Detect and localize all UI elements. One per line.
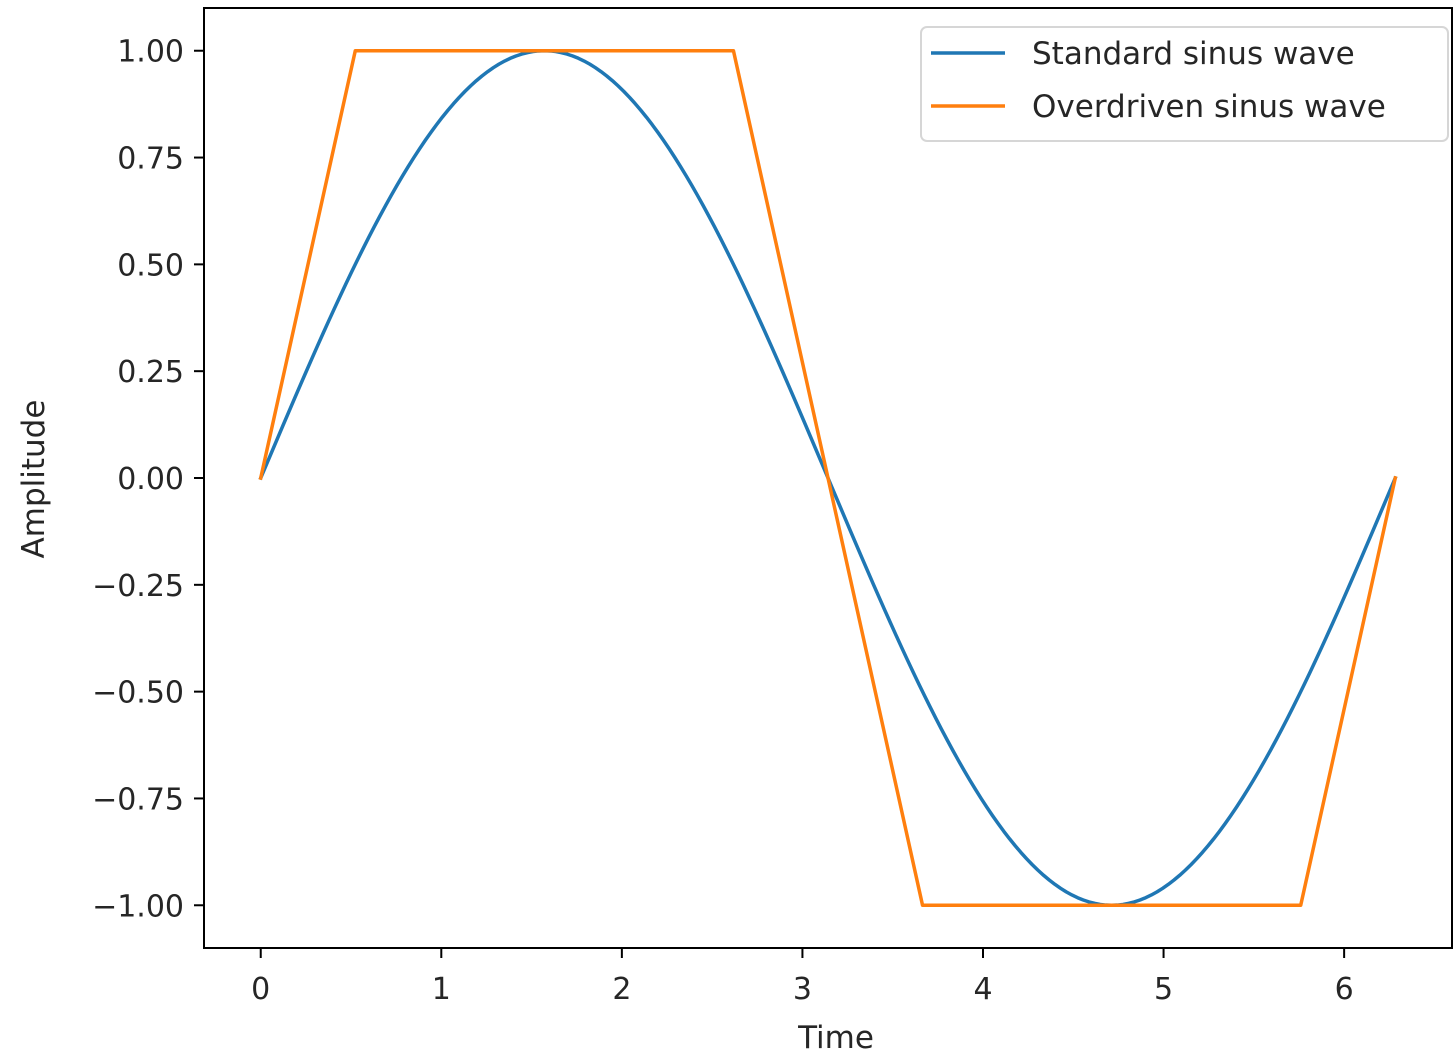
y-tick-label: −0.25 (92, 569, 184, 604)
x-tick-label: 5 (1154, 972, 1173, 1007)
y-axis: 1.00 0.75 0.50 0.25 0.00 −0.25 −0.50 −0.75 −1.00 (92, 35, 204, 924)
legend-label-2: Overdriven sinus wave (1032, 89, 1386, 125)
x-axis-title: Time (797, 1020, 874, 1056)
y-tick-label: 0.25 (117, 355, 184, 390)
x-tick-label: 6 (1335, 972, 1354, 1007)
y-axis-title: Amplitude (16, 400, 52, 559)
x-tick-label: 0 (251, 972, 270, 1007)
legend: Standard sinus wave Overdriven sinus wave (920, 26, 1449, 142)
y-tick-label: 0.00 (117, 462, 184, 497)
x-tick-label: 1 (432, 972, 451, 1007)
x-tick-label: 2 (612, 972, 631, 1007)
legend-label-1: Standard sinus wave (1032, 36, 1355, 72)
x-tick-label: 4 (973, 972, 992, 1007)
y-tick-label: −0.75 (92, 782, 184, 817)
series-line-2 (258, 48, 1398, 908)
y-tick-label: −1.00 (92, 889, 184, 924)
y-tick-label: 0.75 (117, 142, 184, 177)
y-tick-label: −0.50 (92, 676, 184, 711)
y-tick-label: 0.50 (117, 248, 184, 283)
x-tick-label: 3 (793, 972, 812, 1007)
legend-box (920, 26, 1449, 142)
x-axis: 0 1 2 3 4 5 6 (251, 948, 1354, 1007)
y-tick-label: 1.00 (117, 35, 184, 70)
